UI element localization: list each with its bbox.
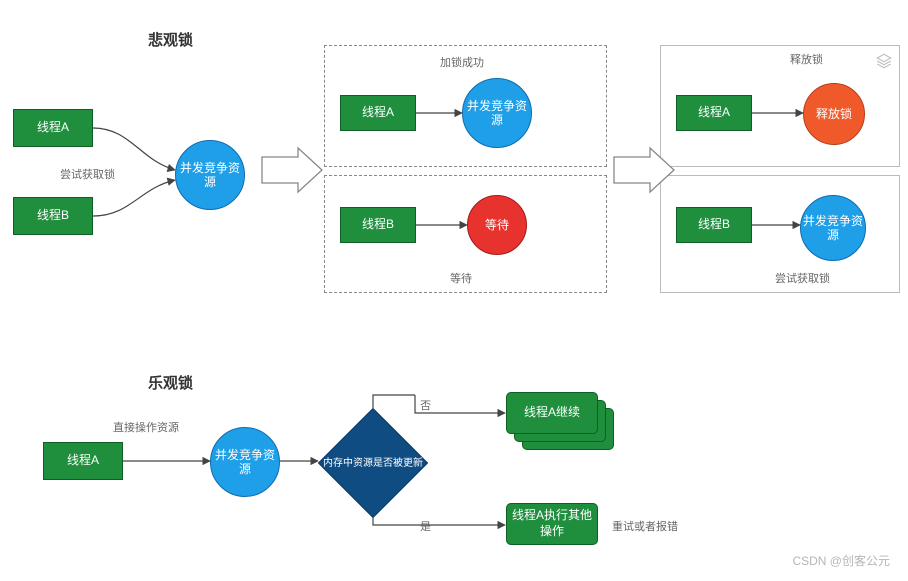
panel3-release: 释放锁 (803, 83, 865, 145)
panel3-title: 释放锁 (790, 51, 823, 67)
panel2-title: 等待 (450, 270, 472, 286)
layers-icon (875, 52, 893, 70)
pess-thread-b: 线程B (13, 197, 93, 235)
opt-direct-label: 直接操作资源 (113, 419, 179, 435)
panel2-wait: 等待 (467, 195, 527, 255)
opt-thread-a-other: 线程A执行其他操作 (506, 503, 598, 545)
opt-no-label: 否 (420, 397, 431, 413)
panel1-thread-a: 线程A (340, 95, 416, 131)
opt-check-text: 内存中资源是否被更新 (323, 457, 423, 470)
pess-try-label: 尝试获取锁 (60, 166, 115, 182)
pess-thread-a: 线程A (13, 109, 93, 147)
opt-yes-label: 是 (420, 518, 431, 534)
panel1-resource: 并发竞争资源 (462, 78, 532, 148)
watermark: CSDN @创客公元 (792, 552, 890, 569)
panel2-thread-b: 线程B (340, 207, 416, 243)
optimistic-title: 乐观锁 (148, 372, 193, 393)
panel4-resource: 并发竞争资源 (800, 195, 866, 261)
panel4-title: 尝试获取锁 (775, 270, 830, 286)
opt-thread-a-continue: 线程A继续 (506, 392, 598, 434)
pess-resource: 并发竞争资源 (175, 140, 245, 210)
opt-resource: 并发竞争资源 (210, 427, 280, 497)
opt-retry-label: 重试或者报错 (612, 518, 678, 534)
opt-check: 内存中资源是否被更新 (334, 424, 412, 502)
pessimistic-title: 悲观锁 (148, 29, 193, 50)
panel4-thread-b: 线程B (676, 207, 752, 243)
opt-thread-a: 线程A (43, 442, 123, 480)
panel1-title: 加锁成功 (440, 54, 484, 70)
panel3-thread-a: 线程A (676, 95, 752, 131)
